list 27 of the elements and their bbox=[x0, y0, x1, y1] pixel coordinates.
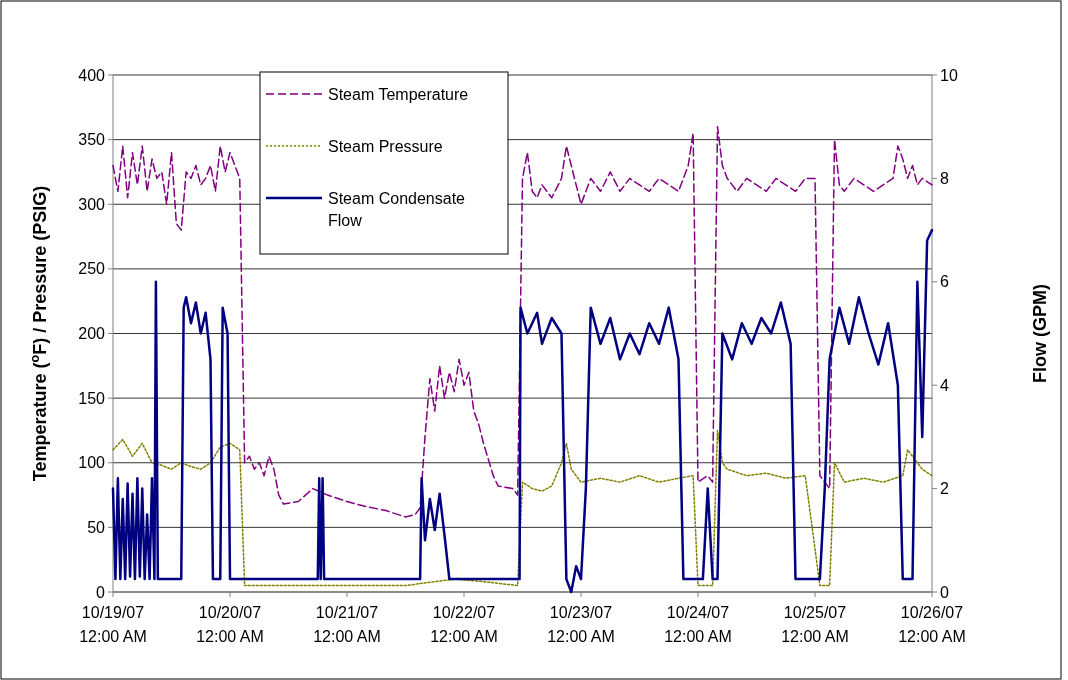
y2-tick-label: 2 bbox=[940, 480, 949, 498]
y2-tick-label: 10 bbox=[940, 66, 958, 84]
y-tick-label: 150 bbox=[78, 389, 106, 407]
x-tick-label: 10/26/07 12:00 AM bbox=[898, 604, 966, 645]
x-tick-label: 10/21/07 12:00 AM bbox=[313, 604, 381, 645]
y-tick-label: 0 bbox=[96, 583, 106, 601]
y2-tick-label: 6 bbox=[940, 273, 949, 291]
y2-tick-label: 0 bbox=[940, 583, 949, 601]
y-tick-label: 100 bbox=[78, 454, 106, 472]
y-tick-label: 250 bbox=[78, 260, 106, 278]
y-tick-label: 400 bbox=[78, 66, 106, 84]
y-tick-label: 300 bbox=[78, 195, 106, 213]
x-tick-label: 10/22/07 12:00 AM bbox=[430, 604, 498, 645]
y-tick-label: 200 bbox=[78, 325, 106, 343]
y2-tick-label: 4 bbox=[940, 376, 949, 394]
legend-label: Steam Pressure bbox=[328, 138, 443, 155]
legend-label: Steam Condensate Flow bbox=[328, 190, 466, 229]
x-tick-label: 10/24/07 12:00 AM bbox=[664, 604, 732, 645]
y2-tick-label: 8 bbox=[940, 170, 949, 187]
x-tick-label: 10/19/07 12:00 AM bbox=[79, 604, 147, 645]
x-tick-label: 10/23/07 12:00 AM bbox=[547, 604, 615, 645]
legend-label: Steam Temperature bbox=[328, 86, 469, 103]
y2-axis-title: Flow (GPM) bbox=[1030, 284, 1050, 383]
x-tick-label: 10/20/07 12:00 AM bbox=[196, 604, 264, 645]
y-tick-label: 50 bbox=[87, 518, 106, 536]
x-tick-label: 10/25/07 12:00 AM bbox=[781, 604, 849, 645]
y-tick-label: 350 bbox=[78, 131, 106, 149]
